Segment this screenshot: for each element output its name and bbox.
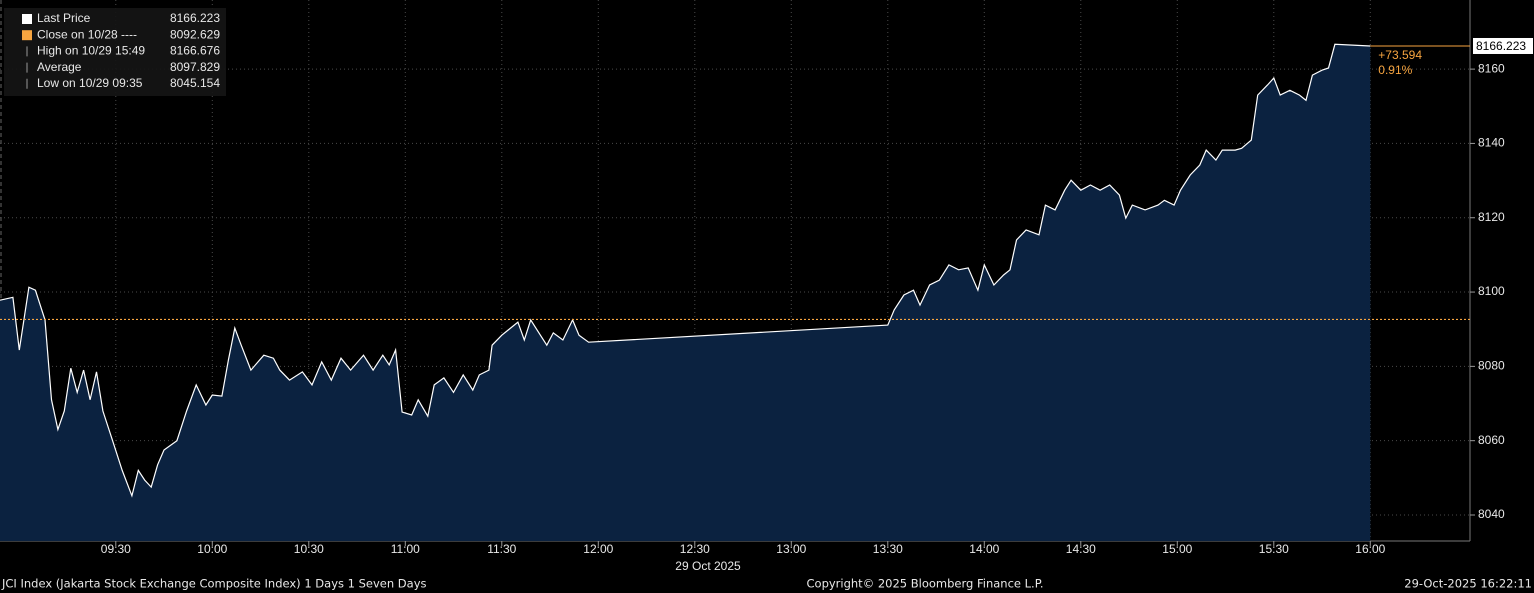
x-tick-label: 11:30 — [487, 542, 516, 556]
legend-label: Average — [37, 60, 82, 74]
x-tick-label: 10:30 — [294, 542, 324, 556]
legend-value: 8166.223 — [170, 11, 220, 25]
y-tick-label: 8040 — [1478, 507, 1505, 521]
legend-value: 8166.676 — [170, 44, 220, 58]
legend-value: 8092.629 — [170, 27, 220, 41]
y-tick-label: 8080 — [1478, 359, 1505, 373]
x-tick-label: 09:30 — [101, 542, 131, 556]
y-tick-label: 8140 — [1478, 136, 1505, 150]
footer-right: 29-Oct-2025 16:22:11 — [1404, 577, 1532, 591]
x-tick-label: 12:00 — [583, 542, 613, 556]
footer-left: JCI Index (Jakarta Stock Exchange Compos… — [1, 577, 427, 591]
price-line — [0, 43, 1371, 498]
x-tick-label: 16:00 — [1355, 542, 1385, 556]
change-annotation: +73.594 — [1378, 48, 1422, 62]
x-tick-label: 11:00 — [391, 542, 420, 556]
y-tick-label: 8160 — [1478, 61, 1505, 75]
x-tick-label: 14:30 — [1066, 542, 1096, 556]
y-tick-label: 8060 — [1478, 433, 1505, 447]
price-area — [0, 44, 1371, 542]
legend-label: Last Price — [37, 11, 91, 25]
legend-value: 8097.829 — [170, 60, 220, 74]
x-tick-label: 13:00 — [776, 542, 806, 556]
x-tick-label: 14:00 — [969, 542, 999, 556]
legend-swatch — [22, 14, 32, 24]
x-tick-label: 15:00 — [1162, 542, 1192, 556]
legend-label: Low on 10/29 09:35 — [37, 76, 143, 90]
legend-label: Close on 10/28 ---- — [37, 27, 137, 41]
legend-value: 8045.154 — [170, 76, 220, 90]
change-annotation: 0.91% — [1378, 63, 1412, 77]
x-tick-label: 12:30 — [680, 542, 710, 556]
y-tick-label: 8120 — [1478, 210, 1505, 224]
plot-area — [0, 0, 1470, 542]
date-label: 29 Oct 2025 — [675, 559, 741, 573]
legend: Last Price 8166.223 Close on 10/28 ---- 809… — [4, 8, 226, 96]
x-tick-label: 15:30 — [1259, 542, 1289, 556]
footer-center: Copyright© 2025 Bloomberg Finance L.P. — [807, 577, 1044, 591]
y-tick-label: 8100 — [1478, 284, 1505, 298]
x-tick-label: 10:00 — [197, 542, 227, 556]
legend-label: High on 10/29 15:49 — [37, 44, 145, 58]
x-tick-label: 13:30 — [873, 542, 903, 556]
legend-box — [4, 8, 226, 96]
last-price-box — [1473, 37, 1533, 54]
last-price-label: 8166.223 — [1476, 39, 1526, 53]
legend-swatch — [22, 30, 32, 41]
